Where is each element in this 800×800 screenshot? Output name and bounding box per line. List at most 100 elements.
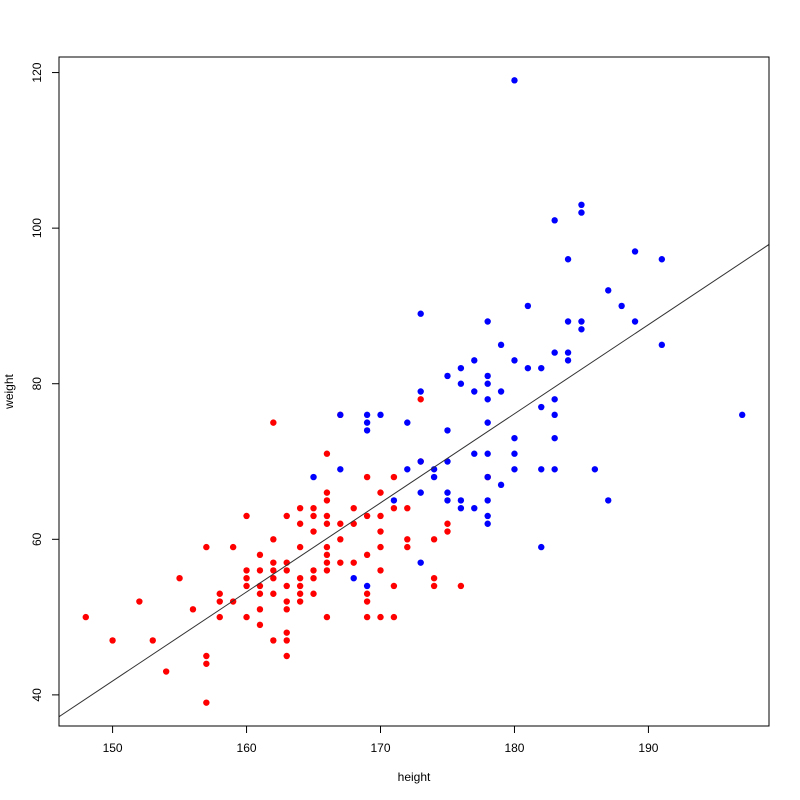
y-tick-label: 80 [30, 377, 44, 391]
data-point-red [310, 528, 317, 535]
data-point-red [283, 637, 290, 644]
data-point-blue [390, 497, 398, 504]
x-tick-label: 190 [638, 741, 658, 755]
data-point-blue [578, 326, 585, 333]
data-point-blue [578, 201, 585, 209]
data-point-red [377, 528, 384, 535]
data-point-red [243, 567, 250, 574]
data-point-red [283, 598, 290, 605]
data-point-red [323, 559, 331, 566]
data-point-red [404, 543, 411, 551]
data-point-blue [484, 396, 491, 403]
data-point-blue [444, 489, 451, 496]
data-point-red [270, 536, 277, 543]
data-point-blue [511, 466, 518, 473]
data-point-red [296, 574, 304, 582]
data-point-red [203, 543, 210, 551]
data-point-red [270, 637, 277, 644]
data-point-blue [444, 427, 451, 434]
data-point-blue [511, 450, 518, 457]
data-point-red [243, 613, 250, 621]
data-point-blue [511, 77, 518, 84]
data-point-blue [363, 419, 371, 426]
data-point-blue [457, 504, 465, 512]
y-axis-label: weight [2, 373, 16, 409]
data-point-blue [551, 434, 558, 442]
data-point-blue [538, 364, 545, 372]
data-point-blue [564, 318, 572, 325]
data-point-red [270, 574, 277, 582]
x-tick-label: 150 [103, 741, 123, 755]
data-point-blue [538, 543, 545, 551]
data-point-red [390, 582, 398, 590]
data-point-blue [337, 466, 344, 473]
data-point-red [377, 613, 384, 621]
data-point-red [363, 473, 371, 481]
data-point-blue [417, 559, 424, 566]
data-point-red [216, 598, 223, 605]
x-tick-label: 170 [370, 741, 390, 755]
data-point-red [216, 613, 223, 621]
data-point-blue [551, 411, 558, 419]
data-point-blue [471, 388, 478, 395]
data-point-red [296, 598, 304, 605]
y-tick-label: 60 [30, 532, 44, 546]
y-tick-label: 120 [30, 62, 44, 82]
data-point-red [363, 590, 371, 597]
data-point-blue [471, 450, 478, 457]
data-point-red [337, 536, 344, 543]
data-point-blue [363, 427, 371, 434]
data-point-red [377, 543, 384, 551]
data-point-blue [484, 372, 491, 380]
data-point-blue [538, 403, 545, 411]
data-point-red [390, 613, 398, 621]
data-point-red [323, 520, 331, 527]
data-point-red [243, 582, 250, 590]
data-point-red [203, 652, 210, 660]
data-point-blue [497, 341, 505, 349]
data-point-red [176, 574, 183, 582]
x-tick-label: 180 [504, 741, 524, 755]
data-point-red [417, 396, 424, 403]
data-point-red [256, 582, 264, 590]
data-point-red [323, 543, 331, 551]
data-point-blue [551, 466, 558, 473]
data-point-blue [377, 411, 384, 419]
data-point-blue [484, 497, 491, 504]
data-point-blue [417, 489, 424, 496]
data-point-red [203, 699, 210, 706]
data-point-blue [363, 582, 371, 590]
data-point-blue [551, 349, 558, 356]
data-point-blue [457, 380, 465, 387]
data-point-red [323, 497, 331, 504]
data-point-blue [497, 481, 505, 489]
data-point-red [256, 590, 264, 597]
plot-frame [58, 56, 770, 727]
data-point-red [377, 512, 384, 520]
data-point-red [270, 590, 277, 597]
regression-line [59, 244, 769, 718]
data-point-red [363, 598, 371, 605]
data-point-blue [578, 318, 585, 325]
data-point-red [283, 606, 290, 613]
data-point-blue [484, 473, 491, 481]
data-point-blue [417, 388, 424, 395]
data-point-red [270, 567, 277, 574]
data-point-red [296, 520, 304, 527]
data-point-red [390, 473, 398, 481]
data-point-blue [484, 419, 491, 426]
data-point-blue [564, 349, 572, 356]
data-point-red [430, 582, 438, 590]
data-point-red [243, 512, 250, 520]
data-point-blue [363, 411, 371, 419]
data-point-red [296, 582, 304, 590]
data-point-blue [430, 473, 438, 481]
data-point-red [323, 551, 331, 559]
data-point-red [363, 613, 371, 621]
data-point-red [256, 567, 264, 574]
data-point-blue [631, 248, 639, 255]
data-point-blue [417, 310, 424, 317]
data-point-blue [471, 504, 478, 512]
data-point-red [323, 489, 331, 496]
